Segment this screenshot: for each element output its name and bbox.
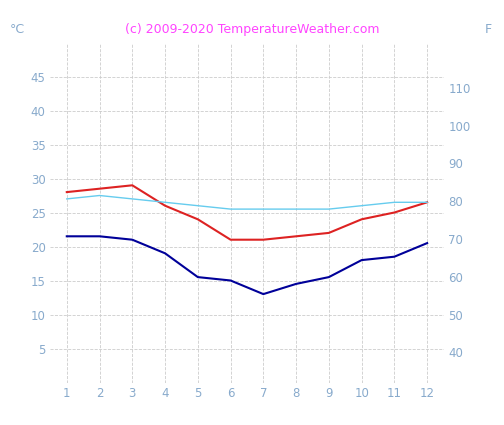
Text: F: F: [484, 23, 491, 37]
Text: (c) 2009-2020 TemperatureWeather.com: (c) 2009-2020 TemperatureWeather.com: [125, 23, 379, 37]
Text: °C: °C: [10, 23, 25, 37]
